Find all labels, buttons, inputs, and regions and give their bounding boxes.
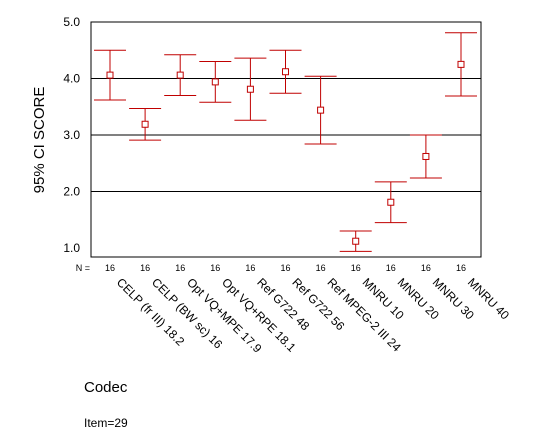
n-count: 16 xyxy=(245,263,255,273)
n-count: 16 xyxy=(140,263,150,273)
mean-marker xyxy=(246,85,254,93)
y-tick-labels: 1.0 2.0 3.0 4.0 5.0 xyxy=(63,15,80,255)
mean-marker xyxy=(106,71,114,79)
n-count: 16 xyxy=(386,263,396,273)
mean-marker xyxy=(141,120,149,128)
x-axis-label: Codec xyxy=(84,379,128,396)
n-row: N = 16 16 16 16 16 16 16 16 16 16 16 xyxy=(76,263,466,273)
mean-marker xyxy=(352,237,360,245)
n-count: 16 xyxy=(316,263,326,273)
mean-marker xyxy=(317,106,325,114)
mean-marker xyxy=(176,71,184,79)
y-tick-label: 3.0 xyxy=(63,128,80,142)
mean-marker xyxy=(282,68,289,76)
y-axis-label: 95% CI SCORE xyxy=(31,87,48,194)
y-tick-label: 2.0 xyxy=(63,185,80,199)
n-count: 16 xyxy=(421,263,431,273)
y-tick-label: 5.0 xyxy=(63,15,80,29)
plot-frame xyxy=(90,21,482,258)
y-tick-label: 1.0 xyxy=(63,241,80,255)
n-count: 16 xyxy=(175,263,185,273)
n-count: 16 xyxy=(105,263,115,273)
n-count: 16 xyxy=(280,263,290,273)
y-tick-label: 4.0 xyxy=(63,72,80,86)
n-count: 16 xyxy=(210,263,220,273)
n-count: 16 xyxy=(351,263,361,273)
n-count: 16 xyxy=(456,263,466,273)
mean-marker xyxy=(422,152,430,160)
mean-marker xyxy=(387,198,395,206)
error-bars xyxy=(94,32,477,252)
footnote: Item=29 xyxy=(84,416,128,430)
mean-marker xyxy=(211,78,219,86)
mean-marker xyxy=(457,60,465,68)
n-prefix: N = xyxy=(76,263,90,273)
